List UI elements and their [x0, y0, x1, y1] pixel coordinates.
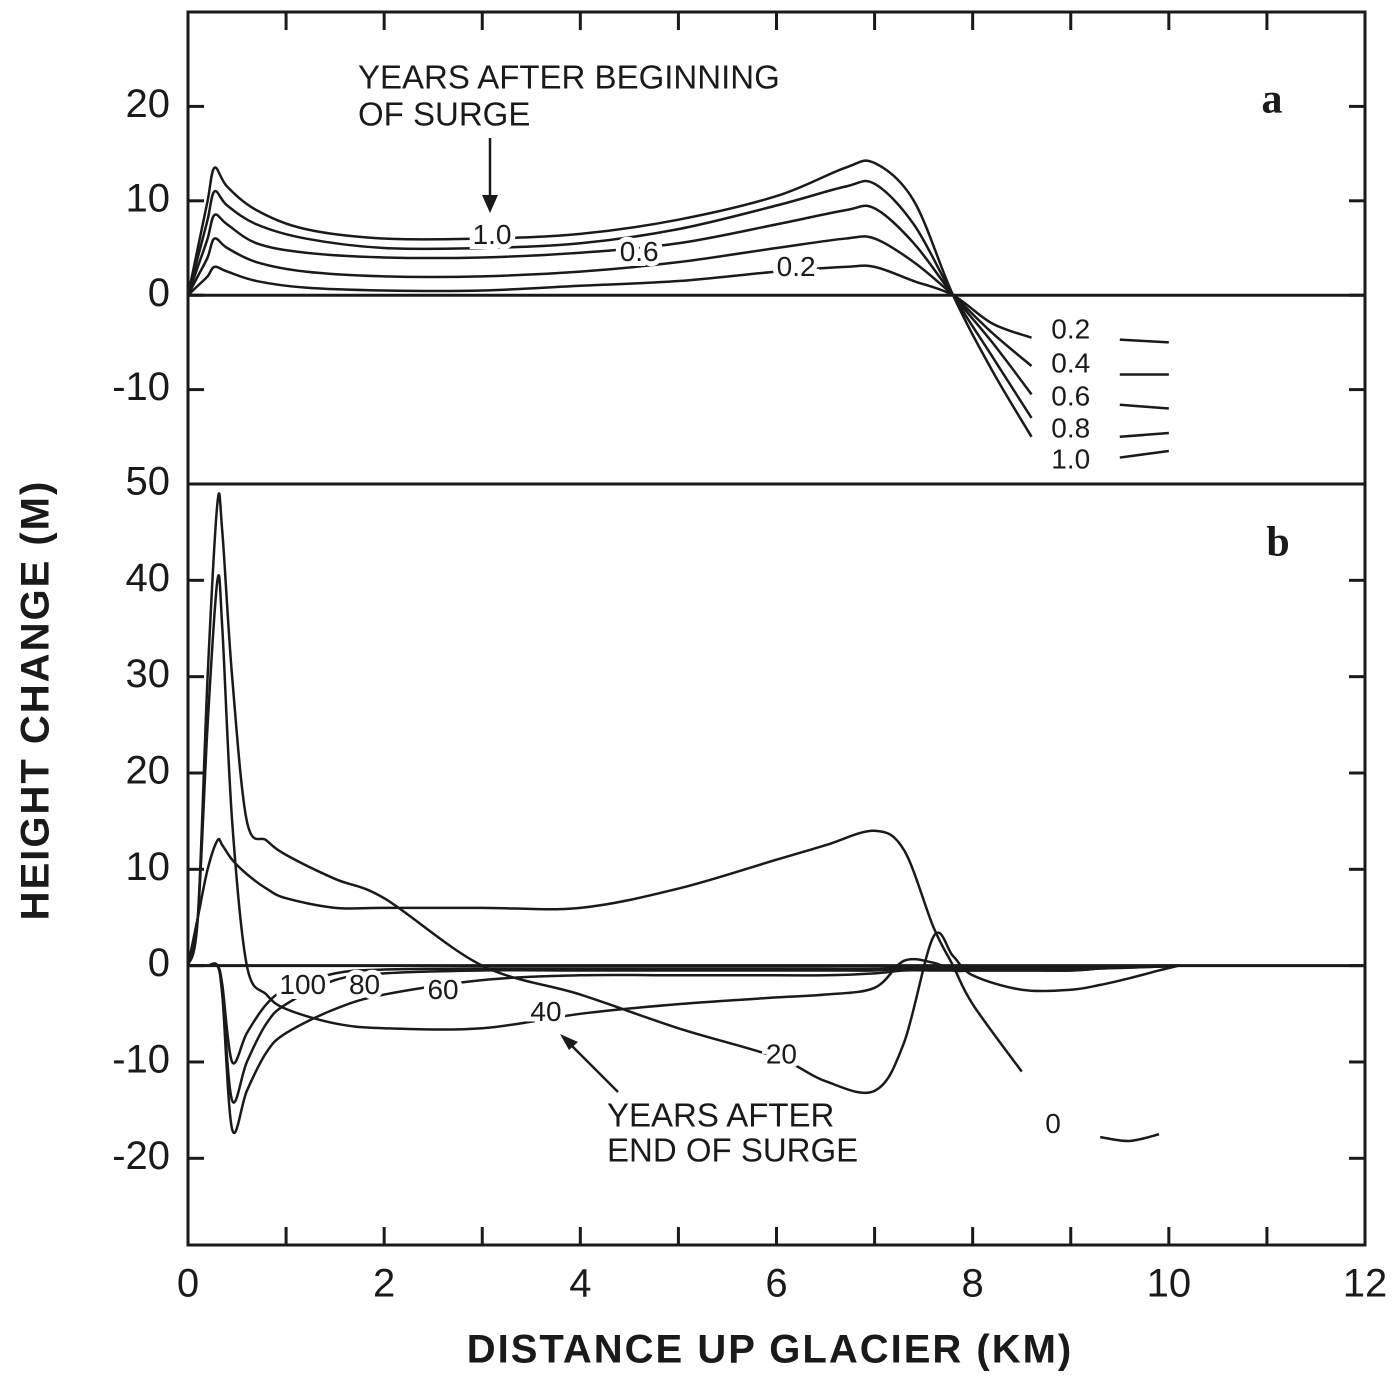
curve-label: 0.6 [620, 236, 659, 267]
x-tick-label: 4 [569, 1262, 591, 1306]
x-tick-label: 8 [962, 1262, 984, 1306]
panel-label: b [1266, 520, 1289, 566]
y-tick-label: 20 [126, 749, 171, 793]
curve [186, 179, 1033, 419]
curve [187, 962, 1179, 1104]
annotation: YEARS AFTER BEGINNING [358, 59, 780, 96]
y-tick-label: 10 [126, 845, 171, 889]
x-axis-label: DISTANCE UP GLACIER (KM) [467, 1328, 1074, 1372]
x-tick-label: 6 [765, 1262, 787, 1306]
curve [1119, 338, 1169, 344]
y-tick-label: 0 [148, 941, 170, 985]
curve-label: 0.8 [1051, 413, 1090, 444]
curve-label: 100 [279, 969, 326, 1000]
x-tick-label: 0 [177, 1262, 199, 1306]
curve-label: 1.0 [1051, 444, 1090, 475]
x-tick-label: 12 [1343, 1262, 1388, 1306]
y-tick-label: -20 [112, 1134, 170, 1178]
panel-label: a [1262, 77, 1283, 123]
curve [186, 829, 1023, 1073]
curve-label: 0.4 [1051, 347, 1090, 378]
curve-label: 0.2 [1051, 313, 1090, 344]
y-tick-label: 30 [126, 652, 171, 696]
curve-label: 40 [530, 996, 561, 1027]
curve [1099, 1133, 1160, 1143]
curve [1119, 403, 1169, 410]
annotation: END OF SURGE [607, 1132, 858, 1169]
curve-label: 0.6 [1051, 380, 1090, 411]
y-tick-label: -10 [112, 365, 170, 409]
y-tick-label: 20 [126, 82, 171, 126]
curve-label: 60 [427, 974, 458, 1005]
curve [186, 492, 1179, 1095]
annotation: OF SURGE [358, 96, 530, 133]
curve [186, 574, 1179, 1031]
curve-label: 0 [1045, 1108, 1061, 1139]
curve-label: 0.2 [777, 251, 816, 282]
curve [186, 204, 1033, 396]
curve-label: 1.0 [473, 219, 512, 250]
x-tick-label: 2 [373, 1262, 395, 1306]
arrow-head [560, 1034, 578, 1050]
y-tick-label: 10 [126, 176, 171, 220]
curve [187, 264, 1032, 339]
x-tick-label: 10 [1147, 1262, 1192, 1306]
y-tick-label: 50 [126, 460, 171, 504]
curve-label: 80 [349, 969, 380, 1000]
y-tick-label: 0 [148, 271, 170, 315]
curve [186, 235, 1033, 367]
arrow-head [482, 195, 498, 213]
annotation: YEARS AFTER [607, 1097, 834, 1134]
curve [1119, 431, 1169, 439]
curve-label: 20 [766, 1039, 797, 1070]
y-tick-label: -10 [112, 1038, 170, 1082]
y-tick-label: 40 [126, 556, 171, 600]
curve [1119, 449, 1169, 459]
arrow [565, 1039, 619, 1093]
curve [186, 159, 1033, 438]
y-axis-label: HEIGHT CHANGE (M) [14, 480, 58, 921]
curve [187, 962, 1179, 1065]
